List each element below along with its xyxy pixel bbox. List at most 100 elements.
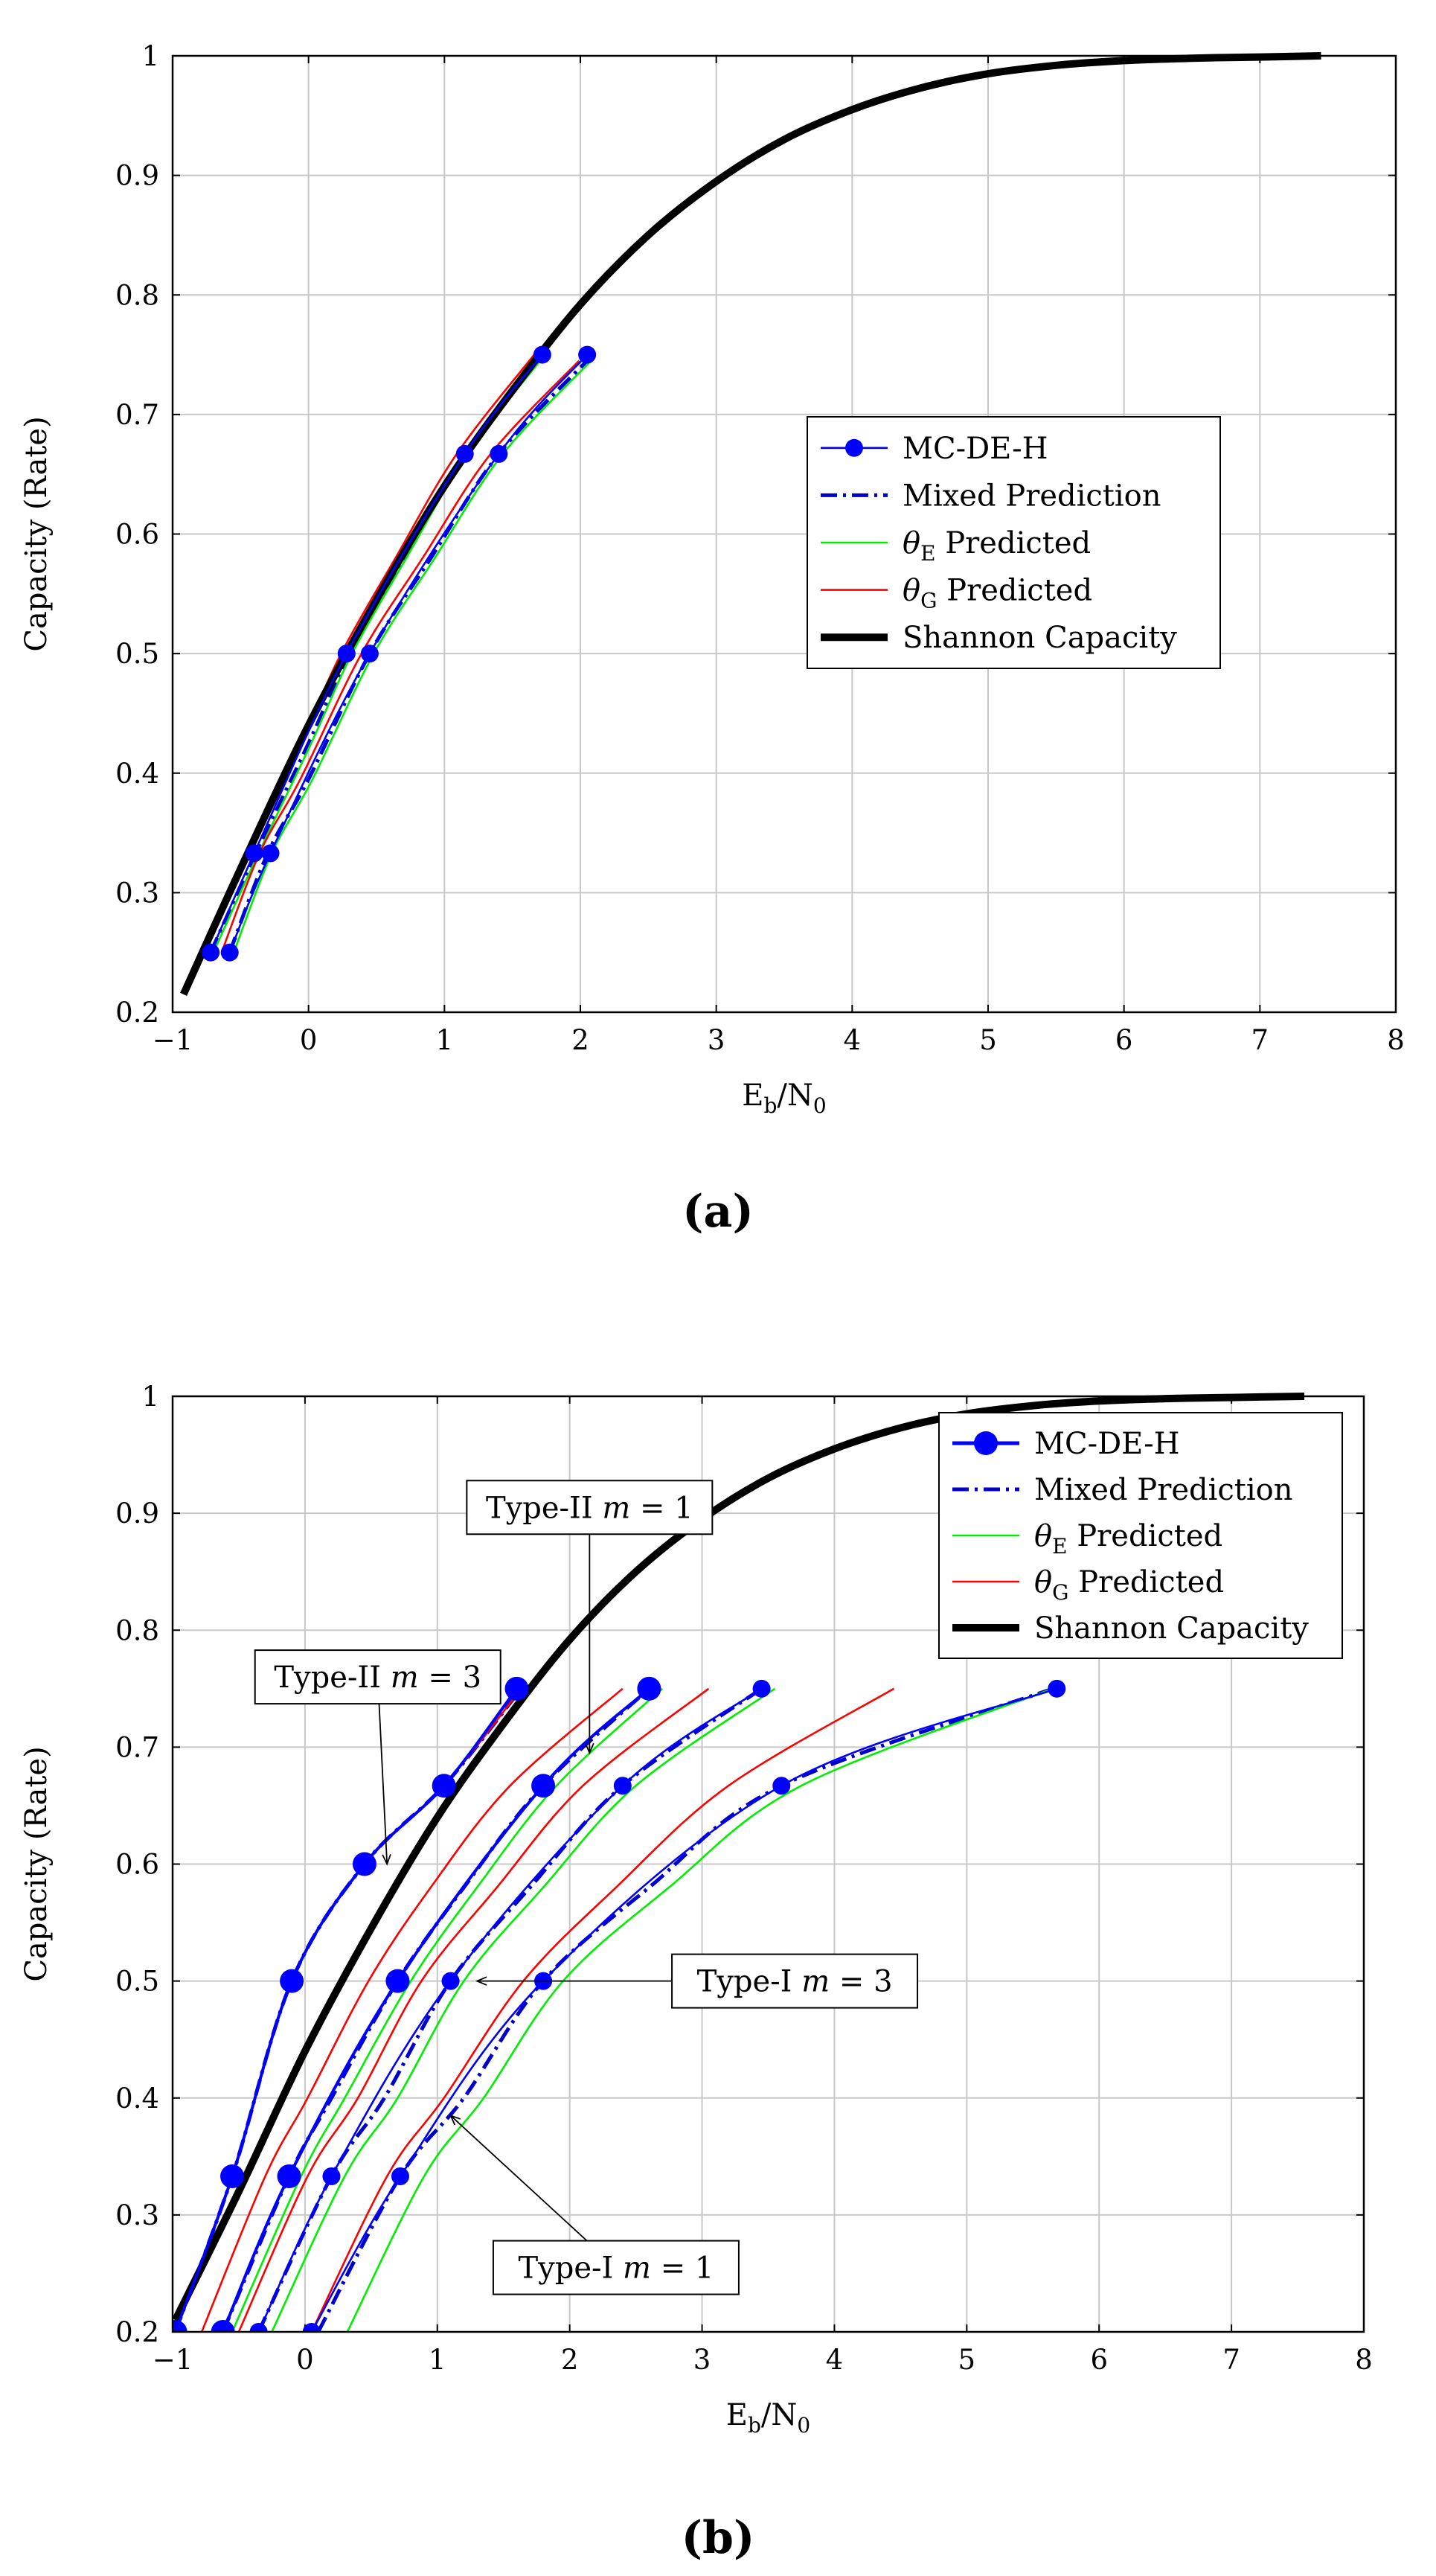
legend-label-thetaE: θE Predicted: [1034, 1519, 1222, 1559]
mc-point: [504, 1676, 529, 1701]
y-tick-label: 0.2: [115, 2316, 159, 2348]
y-axis-label: Capacity (Rate): [19, 416, 54, 651]
x-axis-label: Eb/N0: [726, 2398, 810, 2438]
mc-point: [211, 2320, 235, 2332]
legend-label-mc: MC-DE-H: [1034, 1427, 1180, 1461]
annotation-label: Type-I m = 3: [697, 1965, 893, 1999]
y-tick-label: 0.6: [115, 519, 159, 551]
x-tick-label: 7: [1222, 2344, 1240, 2376]
mc-point: [432, 1774, 456, 1798]
x-tick-label: −1: [153, 2344, 193, 2376]
caption-a: (a): [682, 1186, 754, 1238]
mc-point: [441, 1972, 460, 1990]
legend-label-mixed: Mixed Prediction: [1034, 1473, 1293, 1507]
mc-point: [280, 1969, 304, 1993]
legend-label-thetaG: θG Predicted: [1034, 1565, 1224, 1605]
series-mixed-line: [316, 1687, 1054, 2332]
mc-point: [360, 645, 379, 663]
mc-point: [322, 2167, 341, 2186]
x-tick-label: 0: [300, 1024, 318, 1056]
y-tick-label: 1: [141, 1381, 159, 1413]
legend-label-thetaG: θG Predicted: [903, 574, 1092, 613]
x-tick-label: 5: [979, 1024, 997, 1056]
mc-point: [173, 2320, 187, 2332]
x-tick-label: 3: [708, 1024, 725, 1056]
mc-point: [533, 345, 551, 364]
x-tick-label: 4: [844, 1024, 862, 1056]
mc-point: [245, 844, 263, 863]
mc-point: [613, 1777, 632, 1795]
mc-point: [772, 1777, 791, 1795]
series-thetaG-line: [310, 1687, 895, 2332]
legend-label-thetaE: θE Predicted: [903, 526, 1091, 566]
y-tick-label: 0.3: [115, 2199, 159, 2231]
annotation-arrowhead: [585, 1742, 594, 1755]
annotation-box: [254, 1649, 501, 1705]
annotation-box: [492, 2240, 740, 2295]
series-thetaE-line: [271, 1687, 776, 2332]
y-tick-label: 0.6: [115, 1849, 159, 1881]
mc-point: [220, 2164, 245, 2189]
x-tick-label: 1: [429, 2344, 446, 2376]
mc-point: [637, 1676, 661, 1701]
x-tick-label: 2: [571, 1024, 589, 1056]
x-tick-label: 3: [693, 2344, 711, 2376]
mc-point: [385, 1969, 410, 1993]
y-tick-label: 0.4: [115, 758, 159, 790]
caption-b: (b): [682, 2512, 755, 2564]
series-thetaE-line: [346, 1687, 1054, 2332]
series-mixed-line: [173, 1693, 519, 2332]
legend-label-shannon: Shannon Capacity: [1034, 1611, 1309, 1646]
x-tick-label: 6: [1090, 2344, 1108, 2376]
x-tick-label: 2: [561, 2344, 579, 2376]
annotation-arrowhead: [382, 1854, 391, 1866]
mc-point: [490, 444, 508, 463]
plot-area: [173, 1393, 1305, 2332]
legend: MC-DE-H Mixed Prediction θE Predicted θG Pr…: [938, 1412, 1343, 1659]
x-tick-label: 4: [826, 2344, 844, 2376]
x-tick-label: 1: [436, 1024, 454, 1056]
mc-point: [752, 1679, 771, 1698]
annotation-box: [466, 1480, 714, 1535]
y-tick-label: 0.4: [115, 2083, 159, 2115]
y-tick-label: 0.5: [115, 638, 159, 670]
legend-swatch-marker: [974, 1431, 998, 1455]
legend-label-mixed: Mixed Prediction: [903, 479, 1161, 513]
x-tick-label: −1: [153, 1024, 193, 1056]
series-thetaG-line: [220, 359, 580, 953]
y-tick-label: 0.9: [115, 160, 159, 192]
annotation-box: [671, 1953, 919, 2009]
legend-label-shannon: Shannon Capacity: [903, 621, 1177, 655]
mc-point: [202, 943, 220, 962]
series-mc-line: [310, 1687, 1057, 2332]
axes-frame: [171, 54, 1397, 1014]
series-thetaE-line: [232, 359, 592, 953]
legend-label-mc: MC-DE-H: [903, 432, 1048, 466]
x-tick-label: 5: [958, 2344, 976, 2376]
annotation-label: Type-II m = 3: [274, 1661, 481, 1695]
mc-point: [352, 1852, 376, 1876]
series-thetaE-line: [231, 1687, 664, 2332]
x-tick-label: 6: [1115, 1024, 1133, 1056]
chart-a: −1 0 1 2 3 4 5 6 7 8 0.2 0.3 0.4 0.5 0.6 0.7 0.8 0.9 1 Eb/N…: [19, 40, 1405, 1118]
series-shannon-line: [173, 1393, 1305, 2322]
mc-point: [337, 645, 356, 663]
y-tick-label: 1: [141, 40, 159, 72]
mc-point: [455, 444, 474, 463]
annotation-leader: [376, 1677, 388, 1864]
series-thetaG-line: [237, 1687, 710, 2332]
mc-point: [249, 2323, 268, 2332]
y-tick-label: 0.3: [115, 877, 159, 909]
y-tick-label: 0.8: [115, 1614, 159, 1646]
y-tick-label: 0.2: [115, 997, 159, 1029]
legend: MC-DE-H Mixed Prediction θE Predicted θG Pr…: [807, 416, 1221, 669]
annotation-label: Type-II m = 1: [486, 1491, 693, 1525]
annotation-arrowhead: [475, 1976, 487, 1986]
mc-point: [1048, 1679, 1066, 1698]
x-axis-label: Eb/N0: [742, 1078, 826, 1118]
annotation-arrowhead: [449, 2114, 461, 2126]
mc-point: [302, 2323, 321, 2332]
mc-point: [531, 1774, 556, 1798]
legend-swatch-marker: [845, 438, 863, 457]
chart-b: −1 0 1 2 3 4 5 6 7 8 0.2 0.3 0.4 0.5 0.6 0.7 0.8 0.9 1 Eb/N…: [19, 1381, 1373, 2438]
